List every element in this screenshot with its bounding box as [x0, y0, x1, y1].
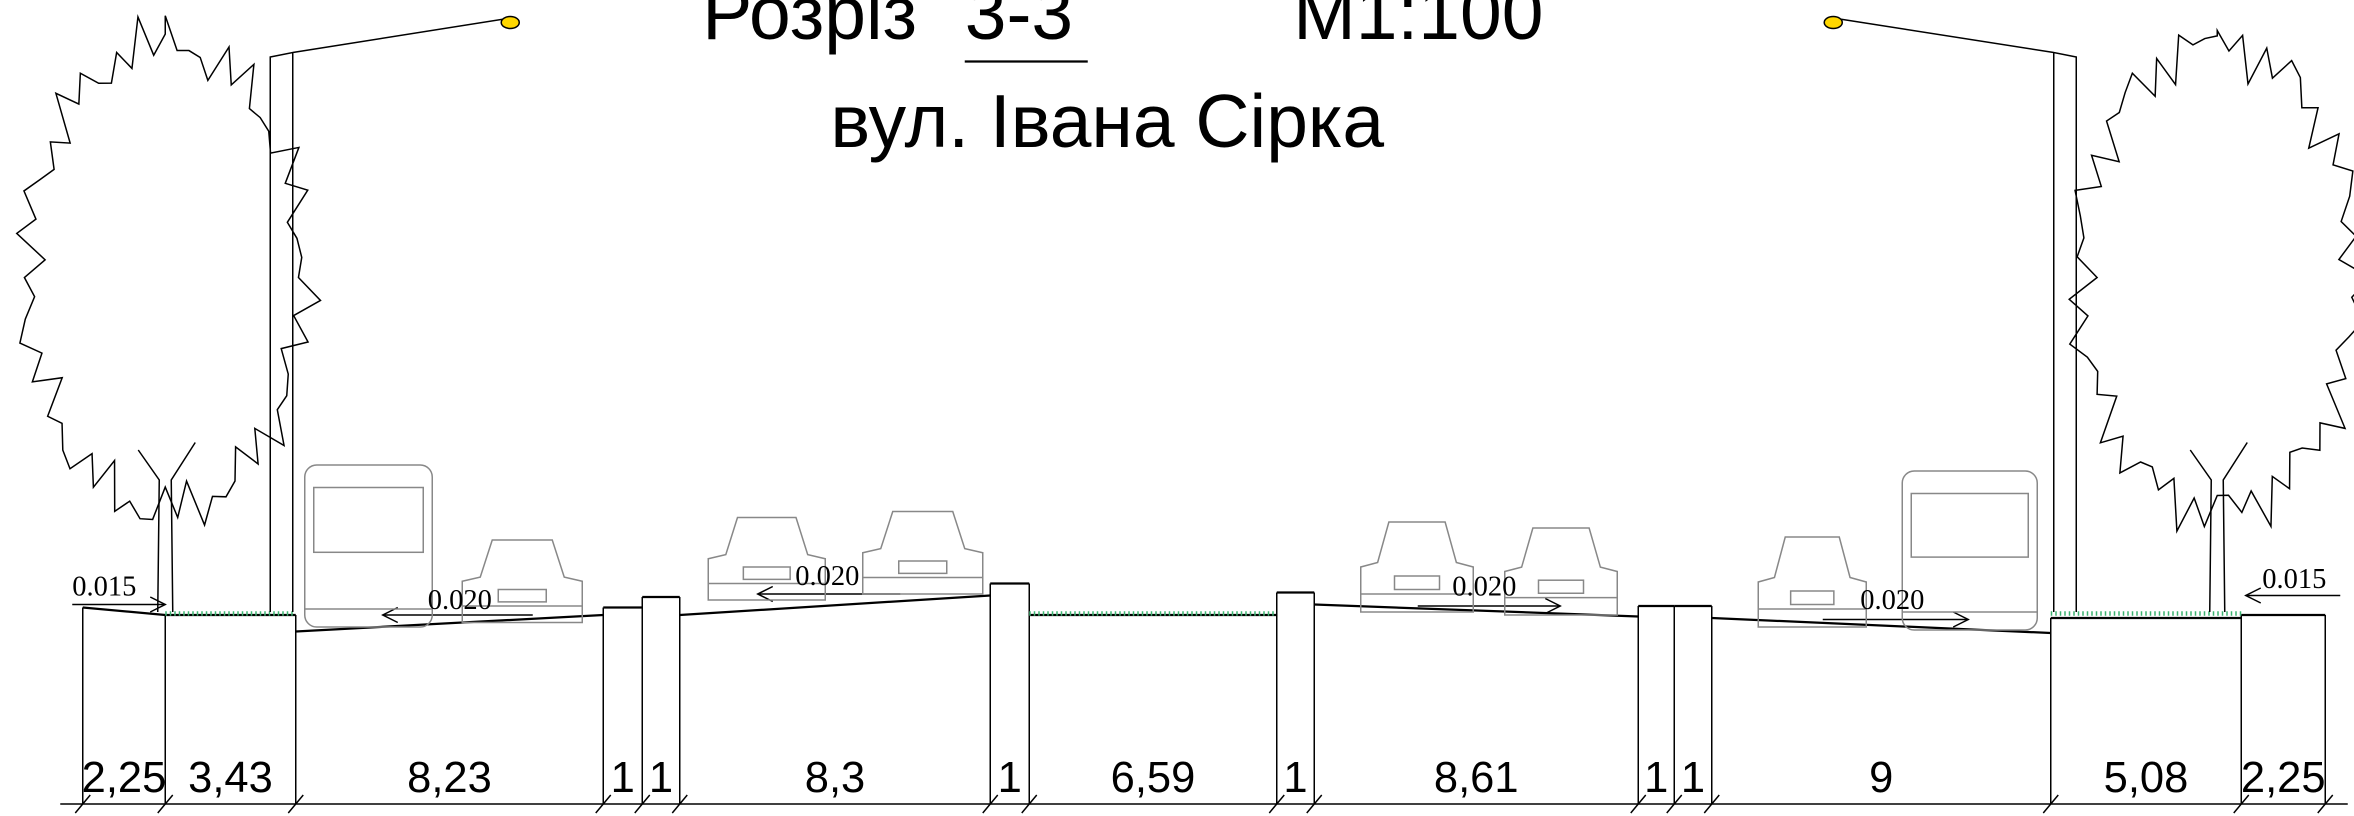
tree-crown — [2068, 27, 2354, 534]
bus — [303, 464, 433, 628]
dimension-label: 2,25 — [82, 754, 167, 802]
vehicle-body — [1757, 536, 1867, 628]
vehicle-grille — [898, 560, 948, 575]
vehicle-grille — [1537, 579, 1585, 594]
dimension-label: 1 — [1283, 754, 1307, 802]
tree-crown — [15, 13, 322, 528]
bus-body — [303, 464, 433, 628]
slope-label: 0.020 — [428, 585, 492, 616]
slope-label: 0.015 — [72, 572, 136, 603]
dimension-label: 1 — [611, 754, 635, 802]
vehicle-grille — [497, 588, 547, 603]
dimension-label: 1 — [1644, 754, 1668, 802]
artwork — [15, 13, 2354, 814]
vehicle-grille — [1789, 590, 1835, 606]
dimension-label: 1 — [649, 754, 673, 802]
dimension-label: 5,08 — [2104, 754, 2189, 802]
dimension-label: 6,59 — [1111, 754, 1196, 802]
dimension-label: 1 — [998, 754, 1022, 802]
arrow-head — [2244, 587, 2262, 604]
truck-window — [1910, 492, 2029, 558]
lamp-post — [1833, 17, 2077, 612]
scale: М1:100 — [1293, 0, 1543, 55]
dimension-label: 8,61 — [1434, 754, 1519, 802]
subtitle: вул. Івана Сірка — [830, 79, 1384, 163]
vehicle — [1757, 536, 1867, 628]
dimension-label: 1 — [1681, 754, 1705, 802]
dimension-label: 2,25 — [2241, 754, 2326, 802]
tree-trunk — [137, 442, 196, 613]
surface — [295, 613, 604, 633]
dimension-label: 8,3 — [805, 754, 865, 802]
arrow-head — [381, 606, 399, 624]
arrow-head — [1544, 597, 1562, 615]
slope-label: 0.020 — [1452, 572, 1516, 603]
vehicle — [862, 510, 984, 595]
vehicle-body — [1360, 521, 1474, 613]
vehicle — [1360, 521, 1474, 613]
vehicle-grille — [742, 566, 791, 581]
vehicle — [707, 516, 826, 601]
title: Розріз — [702, 0, 917, 55]
lamp — [1823, 15, 1843, 30]
surface — [82, 606, 166, 617]
vehicle-body — [707, 516, 826, 601]
vehicle-body — [1504, 527, 1618, 616]
arrow-head — [149, 596, 167, 613]
tree-trunk — [2189, 442, 2248, 613]
slope-label: 0.015 — [2262, 564, 2326, 595]
dimension-label: 9 — [1869, 754, 1893, 802]
vehicle-body — [461, 539, 583, 624]
vehicle — [1504, 527, 1618, 616]
arrow-head — [1952, 611, 1970, 628]
lamp-post — [269, 17, 511, 612]
lamp — [500, 15, 520, 30]
vehicle — [461, 539, 583, 624]
vehicle-body — [862, 510, 984, 595]
surface — [679, 594, 991, 617]
slope-label: 0.020 — [795, 561, 859, 592]
truck — [1901, 470, 2038, 631]
bus-window — [312, 486, 424, 554]
slope-label: 0.020 — [1860, 585, 1924, 616]
dimension-label: 8,23 — [407, 754, 492, 802]
arrow-head — [756, 585, 774, 603]
section-number: 3-3 — [965, 0, 1073, 55]
dimension-label: 3,43 — [188, 754, 273, 802]
truck-body — [1901, 470, 2038, 631]
vehicle-grille — [1393, 575, 1441, 591]
